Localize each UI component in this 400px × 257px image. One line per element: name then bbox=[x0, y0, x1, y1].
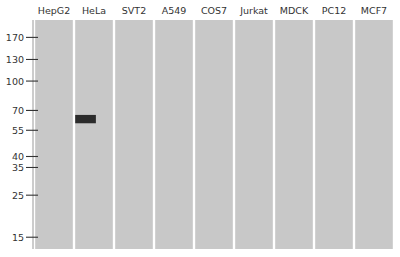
lane-label: HepG2 bbox=[38, 5, 70, 16]
lane bbox=[35, 20, 73, 249]
y-tick-label: 130 bbox=[6, 54, 24, 65]
lane bbox=[75, 20, 113, 249]
lane bbox=[355, 20, 393, 249]
blot-chart: 170 130 100 70 55 4035 25 15 HepG2 HeLa SVT2 A549 CO… bbox=[0, 0, 400, 257]
y-axis-line bbox=[33, 20, 34, 249]
chart-root: 170 130 100 70 55 4035 25 15 HepG2 HeLa SVT2 A549 CO… bbox=[0, 0, 400, 257]
lane-label: HeLa bbox=[82, 5, 106, 16]
lane-label: A549 bbox=[162, 5, 187, 16]
marker-dash bbox=[26, 130, 38, 131]
marker-dash bbox=[26, 37, 38, 38]
marker-dash bbox=[26, 156, 38, 157]
marker-dash bbox=[26, 195, 38, 196]
lane bbox=[235, 20, 273, 249]
y-tick-label: 70 bbox=[12, 105, 24, 116]
y-tick-label: 35 bbox=[12, 162, 24, 173]
lane bbox=[195, 20, 233, 249]
marker-dash bbox=[26, 167, 38, 168]
y-tick-label: 170 bbox=[6, 32, 24, 43]
lane-label: MDCK bbox=[280, 5, 309, 16]
lane-label: SVT2 bbox=[122, 5, 146, 16]
marker-dash bbox=[26, 237, 38, 238]
lane-label: PC12 bbox=[322, 5, 346, 16]
lane-label: MCF7 bbox=[361, 5, 387, 16]
band bbox=[75, 115, 96, 123]
lane bbox=[275, 20, 313, 249]
lane bbox=[115, 20, 153, 249]
lane-label: COS7 bbox=[201, 5, 227, 16]
marker-dash bbox=[26, 110, 38, 111]
y-tick-label: 55 bbox=[12, 125, 24, 136]
marker-dash bbox=[26, 59, 38, 60]
y-tick-label: 25 bbox=[12, 190, 24, 201]
lane bbox=[155, 20, 193, 249]
lane bbox=[315, 20, 353, 249]
y-tick-label: 15 bbox=[12, 232, 24, 243]
y-tick-label: 100 bbox=[6, 76, 24, 87]
lane-label: Jurkat bbox=[239, 5, 268, 16]
y-tick-label: 40 bbox=[12, 151, 24, 162]
plot-area bbox=[35, 20, 393, 249]
marker-dash bbox=[26, 81, 38, 82]
